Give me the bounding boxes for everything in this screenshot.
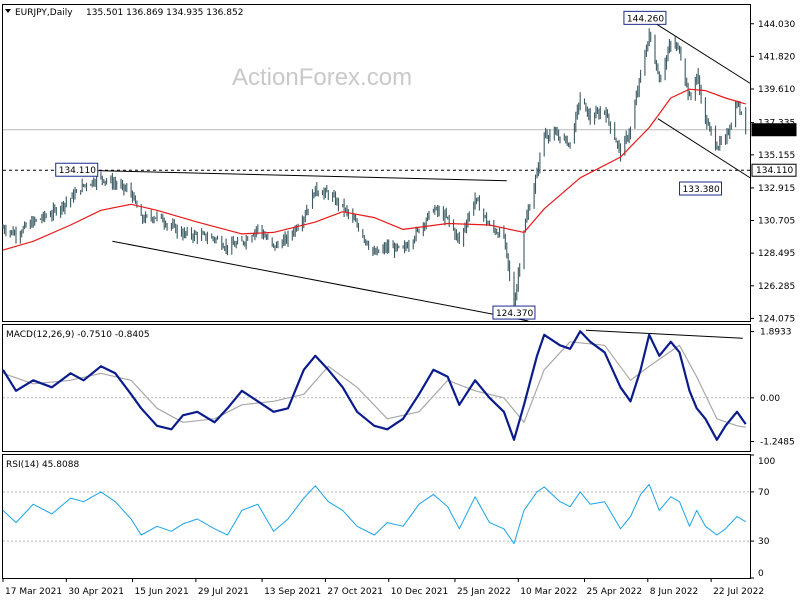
rsi-panel-title: RSI(14) 45.8088 <box>6 460 79 470</box>
rsi-tick-label: 0 <box>758 569 764 579</box>
macd-panel-frame <box>2 324 751 452</box>
watermark: ActionForex.com <box>232 64 412 91</box>
rsi-line <box>2 484 746 545</box>
price-annotation-box <box>623 10 667 25</box>
date-tick-label: 25 Apr 2022 <box>586 587 642 597</box>
date-tick-label: 13 Sep 2021 <box>264 587 321 597</box>
rsi-tick-label: 70 <box>758 488 770 498</box>
date-tick-label: 15 Jun 2021 <box>135 587 189 597</box>
macd-panel-title: MACD(12,26,9) -0.7510 -0.8405 <box>6 330 150 340</box>
price-annotation-box <box>679 181 723 196</box>
dropdown-arrow-icon[interactable] <box>5 9 11 13</box>
price-tick-label: 130.705 <box>758 217 795 227</box>
price-tick-label: 132.915 <box>758 184 795 194</box>
price-tick-label: 144.030 <box>758 20 795 30</box>
macd-tick-label: 0.00 <box>760 394 780 404</box>
date-tick-label: 10 Dec 2021 <box>391 587 449 597</box>
date-tick-label: 22 Jul 2022 <box>713 587 764 597</box>
ohlc-header: 135.501 136.869 134.935 136.852 <box>86 8 243 18</box>
price-annotation-label: 144.260 <box>627 14 664 24</box>
date-tick-label: 27 Oct 2021 <box>327 587 383 597</box>
macd-line <box>2 330 747 441</box>
price-panel-title: EURJPY,Daily <box>15 8 73 18</box>
macd-tick-label: -1.2485 <box>760 437 795 447</box>
price-tick-label: 128.495 <box>758 249 795 259</box>
trendline <box>112 240 529 322</box>
price-tick-label: 141.820 <box>758 52 795 62</box>
macd-signal-line <box>2 341 746 428</box>
rsi-panel-frame <box>2 454 751 579</box>
price-tick-label: 126.285 <box>758 282 795 292</box>
macd-tick-label: 1.8933 <box>760 328 792 338</box>
price-annotation-box <box>55 162 99 177</box>
price-tick-label: 136.852 <box>756 126 793 136</box>
macd-trendline <box>585 329 743 339</box>
moving-average-line <box>2 88 746 251</box>
trendline <box>657 118 751 179</box>
price-annotation-label: 134.110 <box>59 166 96 176</box>
price-annotation-box <box>492 305 536 320</box>
price-panel-frame <box>2 4 751 322</box>
price-annotation-label: 133.380 <box>683 185 720 195</box>
price-tick-label: 134.110 <box>756 166 793 176</box>
date-tick-label: 10 Mar 2022 <box>520 587 577 597</box>
price-tick-label: 124.075 <box>758 314 795 324</box>
trendline <box>644 16 751 84</box>
date-tick-label: 29 Jul 2021 <box>198 587 249 597</box>
date-tick-label: 17 Mar 2021 <box>5 587 62 597</box>
date-tick-label: 30 Apr 2021 <box>68 587 124 597</box>
rsi-tick-label: 100 <box>758 457 775 467</box>
support-price-tag <box>751 163 797 177</box>
price-annotation-label: 124.370 <box>496 309 533 319</box>
rsi-tick-label: 30 <box>758 537 770 547</box>
date-tick-label: 8 Jun 2022 <box>650 587 698 597</box>
price-tick-label: 135.155 <box>758 151 795 161</box>
trendline <box>80 169 507 182</box>
price-tick-label: 139.610 <box>758 85 795 95</box>
date-tick-label: 25 Jan 2022 <box>457 587 511 597</box>
current-price-tag <box>751 123 797 137</box>
